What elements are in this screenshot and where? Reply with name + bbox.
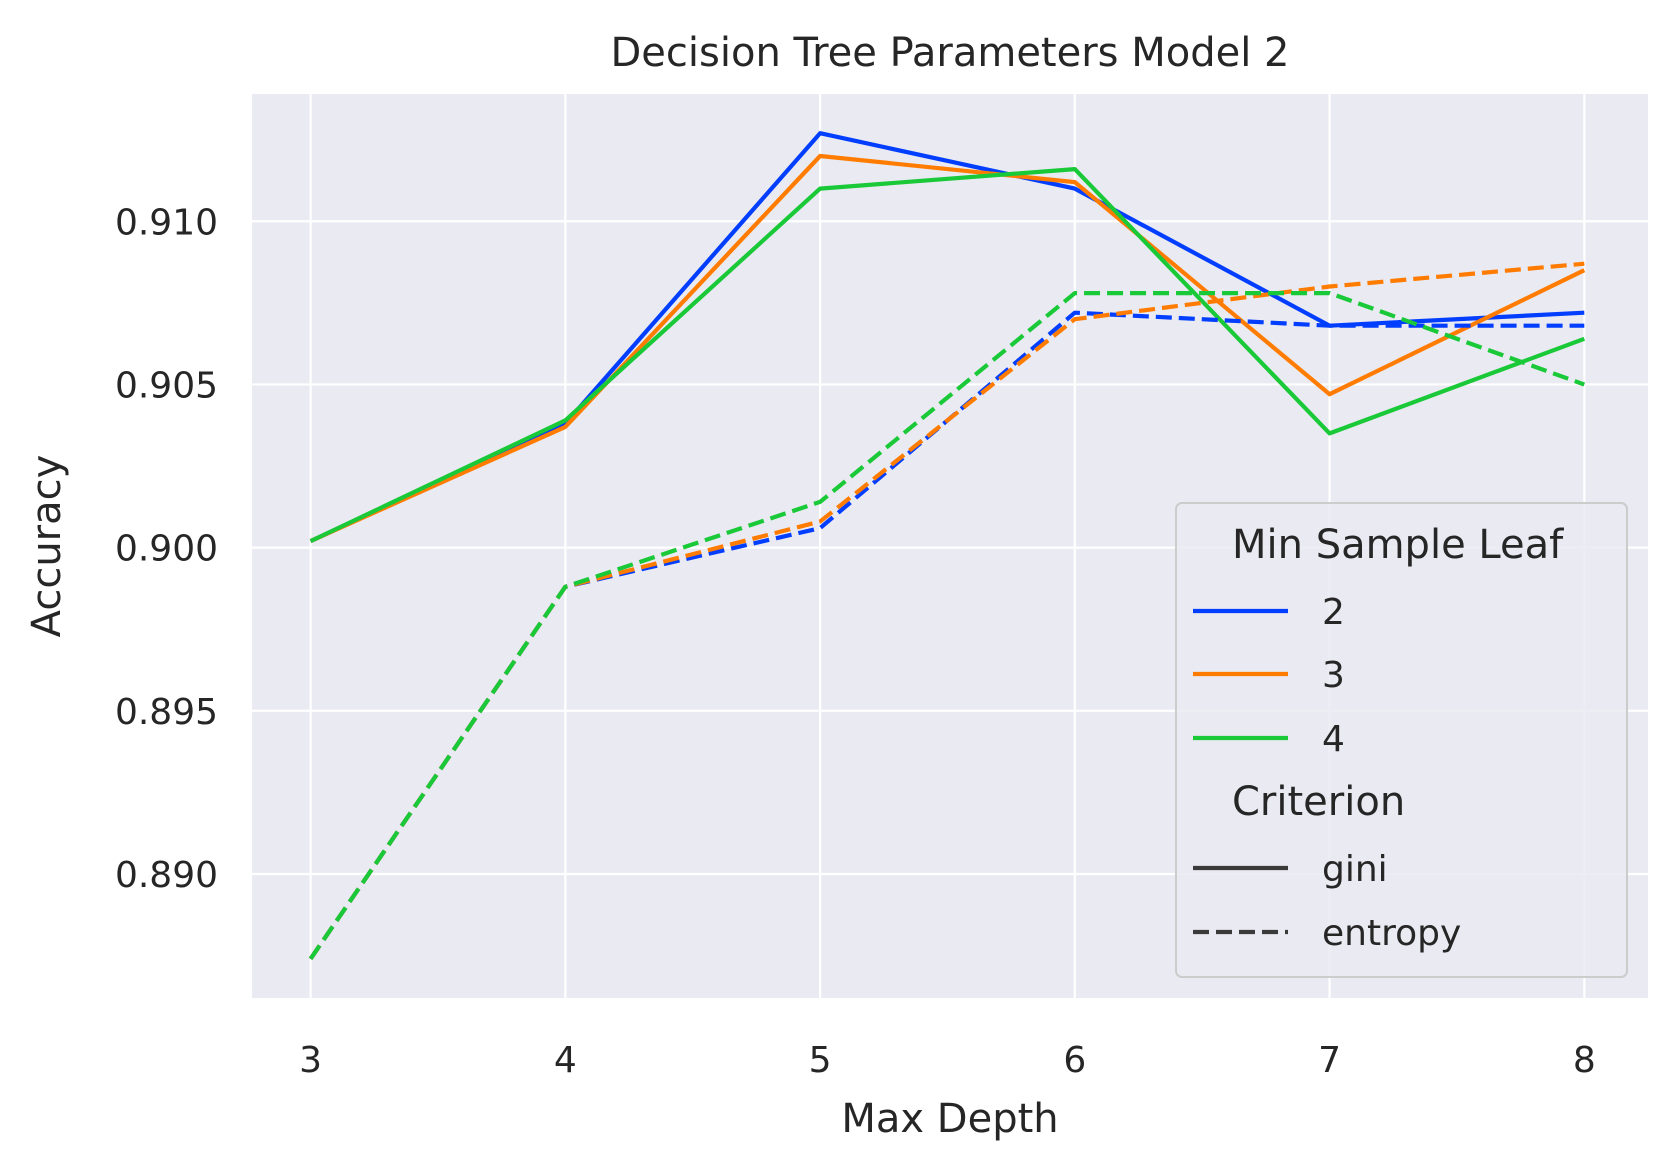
x-tick-label: 4 bbox=[554, 1040, 577, 1081]
legend-hue-title: Min Sample Leaf bbox=[1232, 522, 1564, 568]
x-tick-label: 6 bbox=[1063, 1040, 1086, 1081]
series-line-gini-leaf-2 bbox=[309, 131, 1585, 544]
legend-label-4: 4 bbox=[1322, 719, 1345, 760]
y-tick-label: 0.910 bbox=[115, 202, 218, 243]
y-tick-label: 0.900 bbox=[115, 529, 218, 570]
legend-label-entropy: entropy bbox=[1322, 913, 1461, 954]
x-tick-label: 5 bbox=[809, 1040, 832, 1081]
legend-label-3: 3 bbox=[1322, 655, 1345, 696]
chart-title: Decision Tree Parameters Model 2 bbox=[611, 30, 1290, 76]
series-line-gini-leaf-3 bbox=[309, 153, 1586, 544]
x-axis-title: Max Depth bbox=[841, 1096, 1058, 1142]
legend-label-gini: gini bbox=[1322, 849, 1388, 890]
x-tick-label: 7 bbox=[1318, 1040, 1341, 1081]
series-lines bbox=[308, 131, 1586, 960]
tick-labels: 3 4 5 6 7 8 0.890 0.895 0.900 0.905 0.910 bbox=[115, 202, 1596, 1081]
y-axis-title: Accuracy bbox=[24, 455, 70, 638]
x-tick-label: 8 bbox=[1573, 1040, 1596, 1081]
legend: Min Sample Leaf 2 3 4 Criterion gini entropy bbox=[1175, 502, 1628, 978]
y-tick-label: 0.895 bbox=[115, 692, 218, 733]
series-line-entropy-leaf-4 bbox=[308, 291, 1586, 960]
legend-style-title: Criterion bbox=[1232, 779, 1405, 825]
legend-box bbox=[1175, 502, 1628, 978]
series-line-gini-leaf-4 bbox=[309, 167, 1586, 543]
legend-label-2: 2 bbox=[1322, 592, 1345, 633]
y-tick-label: 0.890 bbox=[115, 855, 218, 896]
y-tick-label: 0.905 bbox=[115, 365, 218, 406]
x-tick-label: 3 bbox=[299, 1040, 322, 1081]
grid bbox=[252, 94, 1648, 998]
